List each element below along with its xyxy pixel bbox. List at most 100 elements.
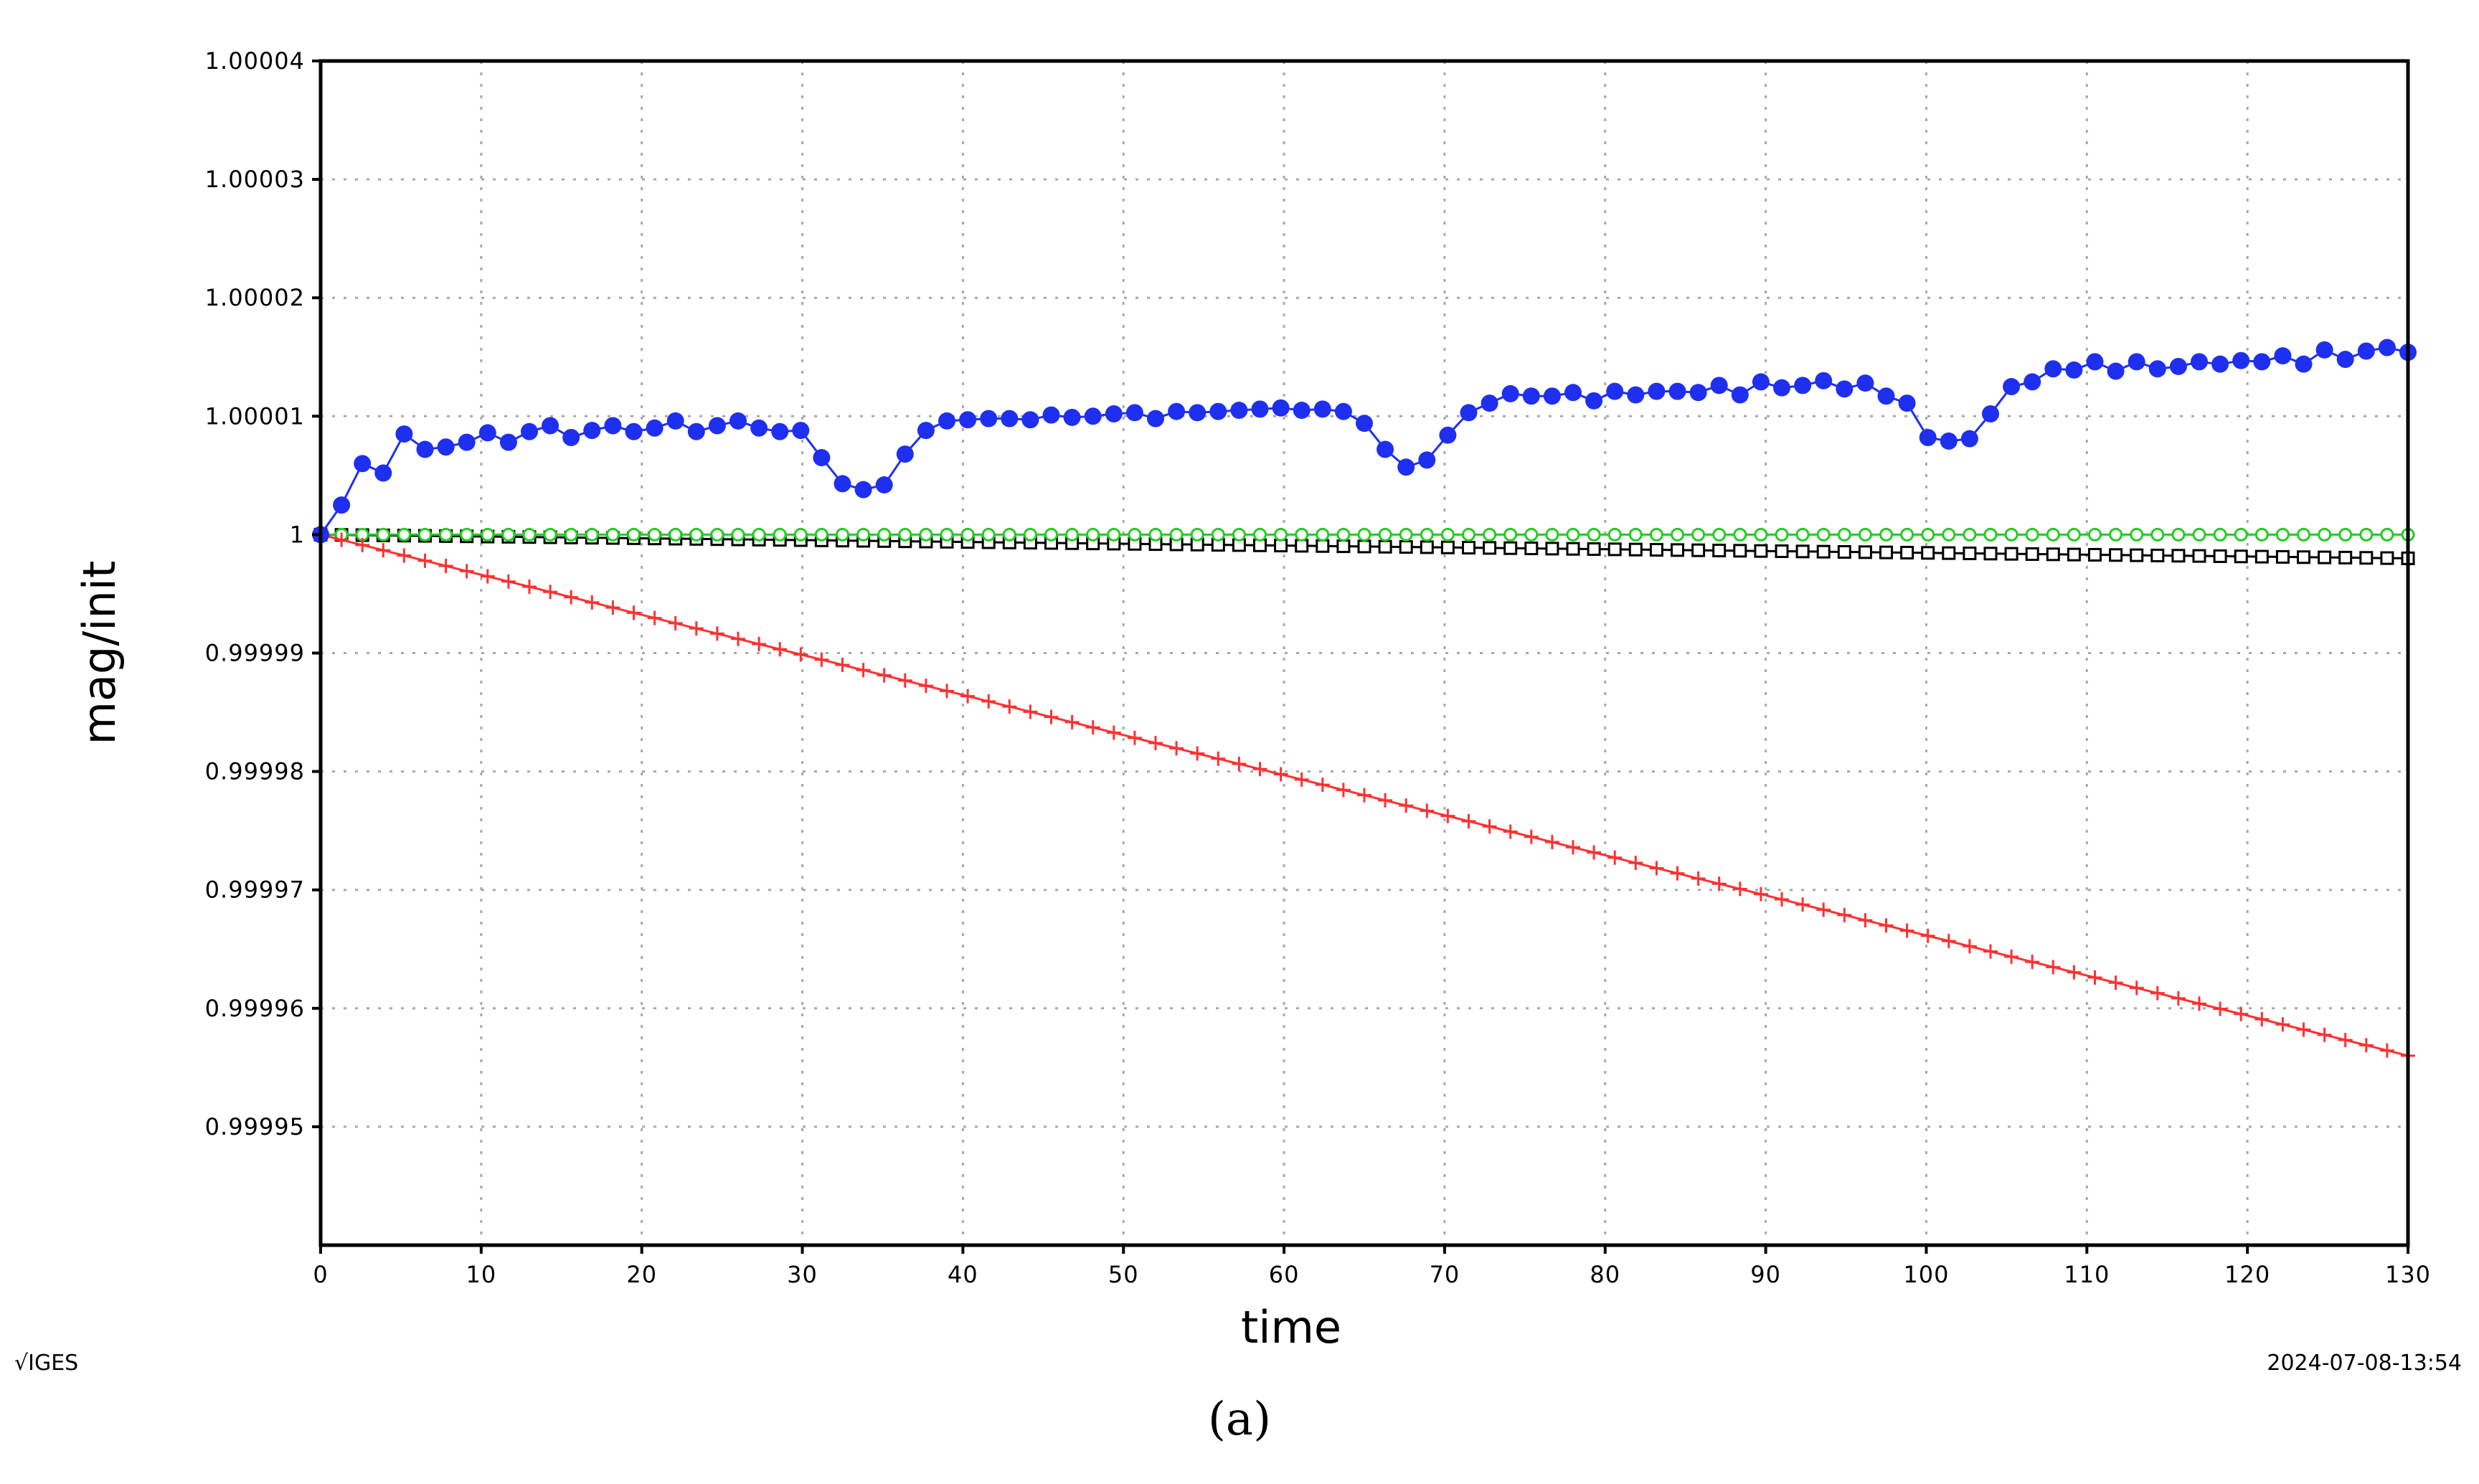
data-point (814, 652, 829, 667)
data-point (2024, 373, 2041, 391)
data-point (1462, 527, 1475, 542)
data-point (1566, 542, 1580, 556)
data-point (1420, 803, 1435, 818)
data-point (1962, 939, 1977, 954)
data-point (896, 445, 914, 463)
data-point (1921, 546, 1935, 560)
data-point (1670, 866, 1685, 881)
data-point (1795, 544, 1810, 559)
data-point (2318, 550, 2332, 564)
data-point (2359, 527, 2374, 542)
data-point (1898, 394, 1916, 412)
data-point (708, 417, 726, 435)
data-point (940, 527, 954, 542)
data-point (583, 422, 601, 440)
data-point (1587, 845, 1602, 860)
data-point (521, 422, 538, 440)
y-tick-label: 0.99995 (205, 1113, 305, 1140)
data-point (1293, 402, 1311, 420)
data-point (1251, 400, 1269, 418)
data-point (1524, 527, 1539, 542)
data-point (2107, 362, 2125, 380)
data-point (1503, 541, 1518, 555)
data-point (625, 422, 643, 440)
x-tick-label: 100 (1903, 1261, 1949, 1288)
data-point (2338, 550, 2353, 564)
data-point (333, 496, 351, 514)
data-point (1106, 725, 1121, 740)
data-point (687, 422, 705, 440)
data-point (1710, 377, 1728, 394)
data-point (1044, 709, 1059, 724)
y-axis-title: mag/init (73, 561, 126, 745)
data-point (1481, 394, 1498, 412)
data-point (2275, 1017, 2290, 1032)
data-point (1649, 543, 1663, 557)
data-point (773, 527, 787, 542)
data-point (1357, 788, 1371, 803)
data-point (1274, 527, 1288, 542)
data-point (2359, 551, 2374, 565)
data-point (459, 564, 474, 579)
data-point (1879, 545, 1893, 559)
data-point (1357, 539, 1371, 554)
data-point (1606, 382, 1624, 400)
data-point (1440, 540, 1455, 554)
data-point (2192, 996, 2206, 1011)
data-point (836, 527, 849, 542)
data-point (898, 527, 912, 542)
data-point (877, 668, 892, 683)
data-point (1733, 544, 1747, 558)
data-point (1753, 887, 1768, 902)
data-point (627, 527, 641, 542)
x-axis-title: time (1241, 1301, 1341, 1353)
data-point (397, 548, 412, 563)
data-point (1585, 392, 1603, 410)
data-point (1065, 527, 1080, 542)
data-point (1439, 426, 1457, 444)
data-point (1649, 527, 1663, 542)
data-point (395, 425, 413, 443)
data-point (2338, 1033, 2353, 1048)
data-point (1900, 527, 1914, 542)
data-point (542, 417, 559, 435)
data-point (2025, 527, 2039, 542)
data-point (1775, 544, 1789, 559)
data-point (2274, 347, 2292, 365)
data-point (1418, 451, 1436, 469)
data-point (2296, 1022, 2311, 1037)
data-point (1628, 527, 1643, 542)
data-point (374, 464, 392, 482)
data-point (813, 449, 831, 467)
data-point (1983, 527, 1998, 542)
data-point (854, 481, 872, 498)
data-point (648, 527, 662, 542)
data-point (917, 422, 935, 440)
data-point (1272, 399, 1290, 417)
data-point (2232, 351, 2250, 369)
x-tick-label: 60 (1269, 1261, 1300, 1288)
data-point (1754, 527, 1768, 542)
data-point (750, 419, 768, 437)
data-point (1023, 527, 1037, 542)
data-point (666, 412, 684, 430)
data-point (585, 527, 599, 542)
data-point (752, 527, 766, 542)
data-point (2338, 527, 2353, 542)
data-point (1127, 730, 1142, 745)
data-point (981, 527, 996, 542)
data-point (792, 422, 810, 440)
data-point (1168, 402, 1186, 420)
data-point (1919, 429, 1937, 447)
data-point (355, 537, 370, 552)
data-point (2025, 547, 2039, 561)
data-point (2192, 549, 2206, 563)
y-tick-label: 1.00001 (205, 402, 305, 430)
data-point (2004, 547, 2018, 561)
series-0 (312, 339, 2417, 544)
y-tick-label: 1.00004 (205, 47, 305, 75)
data-point (1086, 527, 1100, 542)
data-point (793, 647, 808, 662)
data-point (2130, 527, 2144, 542)
